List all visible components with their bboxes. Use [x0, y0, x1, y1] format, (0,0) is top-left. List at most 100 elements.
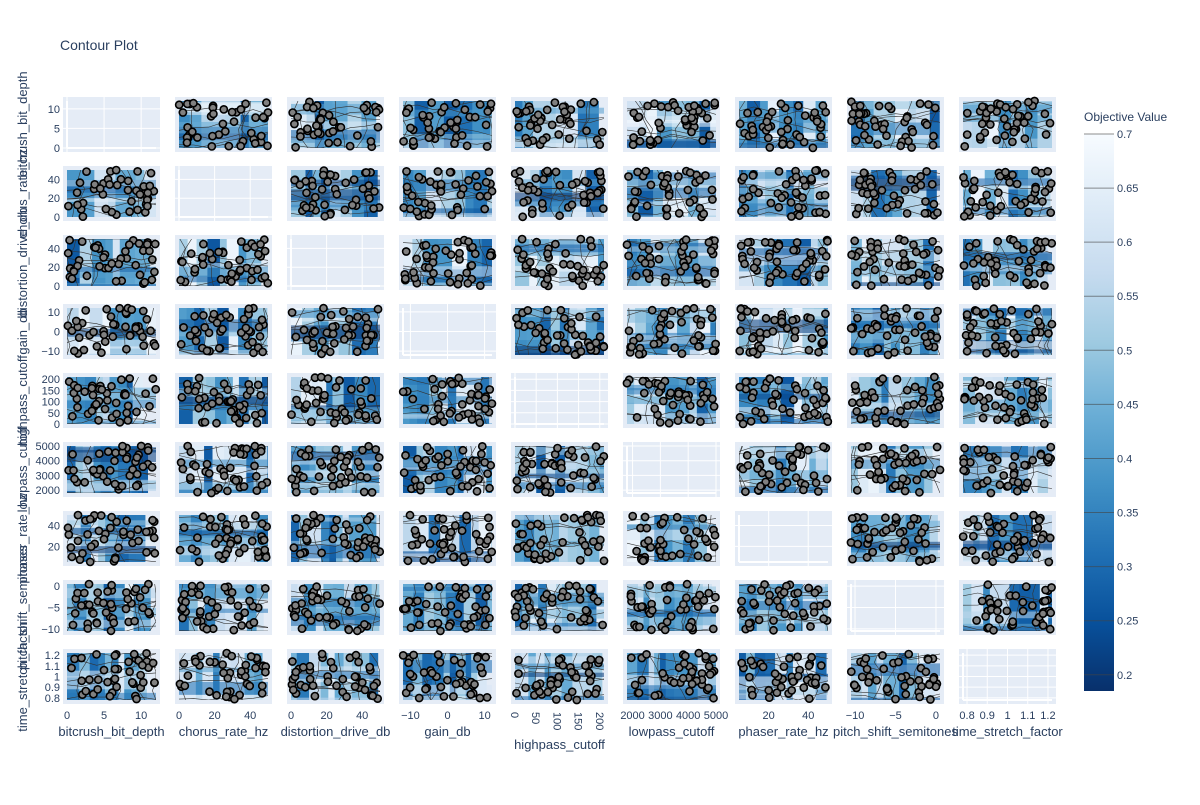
- trial-point: [114, 182, 121, 189]
- trial-point: [561, 514, 568, 521]
- trial-point: [415, 198, 422, 205]
- trial-point: [291, 120, 298, 127]
- trial-point: [913, 476, 920, 483]
- trial-point: [203, 461, 210, 468]
- trial-point: [625, 327, 632, 334]
- trial-point: [333, 682, 340, 689]
- trial-point: [631, 188, 638, 195]
- trial-point: [88, 407, 95, 414]
- trial-point: [915, 536, 922, 543]
- trial-point: [116, 419, 123, 426]
- trial-point: [582, 542, 589, 549]
- trial-point: [693, 528, 700, 535]
- contour-band: [403, 685, 492, 695]
- trial-point: [992, 334, 999, 341]
- trial-point: [311, 693, 318, 700]
- trial-point: [68, 275, 75, 282]
- trial-point: [793, 386, 800, 393]
- trial-point: [248, 653, 255, 660]
- trial-point: [979, 597, 986, 604]
- trial-point: [961, 445, 968, 452]
- trial-point: [704, 115, 711, 122]
- trial-point: [331, 340, 338, 347]
- trial-point: [140, 342, 147, 349]
- trial-point: [461, 106, 468, 113]
- trial-point: [189, 128, 196, 135]
- trial-point: [317, 313, 324, 320]
- panel-highpass_cutoff-vs-gain_db: [511, 304, 608, 366]
- trial-point: [874, 245, 881, 252]
- trial-point: [754, 465, 761, 472]
- trial-point: [373, 109, 380, 116]
- trial-point: [407, 684, 414, 691]
- trial-point: [709, 395, 716, 402]
- trial-point: [465, 238, 472, 245]
- trial-point: [199, 254, 206, 261]
- trial-point: [259, 520, 266, 527]
- trial-point: [258, 316, 265, 323]
- trial-point: [1014, 242, 1021, 249]
- trial-point: [1009, 138, 1016, 145]
- trial-point: [481, 459, 488, 466]
- trial-point: [481, 205, 488, 212]
- trial-point: [628, 205, 635, 212]
- trial-point: [313, 399, 320, 406]
- trial-point: [559, 539, 566, 546]
- trial-point: [901, 237, 908, 244]
- trial-point: [410, 138, 417, 145]
- trial-point: [197, 582, 204, 589]
- trial-point: [892, 482, 899, 489]
- trial-point: [407, 124, 414, 131]
- trial-point: [992, 402, 999, 409]
- trial-point: [139, 333, 146, 340]
- trial-point: [190, 100, 197, 107]
- trial-point: [192, 658, 199, 665]
- trial-point: [688, 114, 695, 121]
- trial-point: [259, 690, 266, 697]
- trial-point: [234, 602, 241, 609]
- panel-phaser_rate_hz-vs-chorus_rate_hz: [735, 166, 832, 221]
- trial-point: [996, 481, 1003, 488]
- trial-point: [765, 687, 772, 694]
- trial-point: [427, 178, 434, 185]
- trial-point: [98, 349, 105, 356]
- trial-point: [864, 666, 871, 673]
- trial-point: [532, 329, 539, 336]
- panel-highpass_cutoff-vs-pitch_shift_semitones: [511, 580, 608, 640]
- trial-point: [1029, 602, 1036, 609]
- colorbar-title: Objective Value: [1084, 110, 1167, 124]
- trial-point: [447, 169, 454, 176]
- trial-point: [711, 543, 718, 550]
- trial-point: [137, 672, 144, 679]
- trial-point: [994, 607, 1001, 614]
- trial-point: [997, 548, 1004, 555]
- trial-point: [871, 528, 878, 535]
- trial-point: [705, 239, 712, 246]
- trial-point: [932, 104, 939, 111]
- trial-point: [970, 260, 977, 267]
- trial-point: [746, 674, 753, 681]
- trial-point: [210, 110, 217, 117]
- trial-point: [527, 122, 534, 129]
- trial-point: [822, 684, 829, 691]
- trial-point: [600, 205, 607, 212]
- trial-point: [862, 655, 869, 662]
- trial-point: [560, 261, 567, 268]
- trial-point: [984, 513, 991, 520]
- trial-point: [681, 660, 688, 667]
- trial-point: [297, 133, 304, 140]
- trial-point: [651, 692, 658, 699]
- trial-point: [434, 603, 441, 610]
- trial-point: [113, 410, 120, 417]
- trial-point: [431, 527, 438, 534]
- trial-point: [567, 484, 574, 491]
- trial-point: [687, 378, 694, 385]
- trial-point: [916, 693, 923, 700]
- trial-point: [781, 589, 788, 596]
- trial-point: [671, 344, 678, 351]
- trial-point: [775, 204, 782, 211]
- trial-point: [750, 348, 757, 355]
- trial-point: [538, 618, 545, 625]
- trial-point: [177, 277, 184, 284]
- trial-point: [324, 375, 331, 382]
